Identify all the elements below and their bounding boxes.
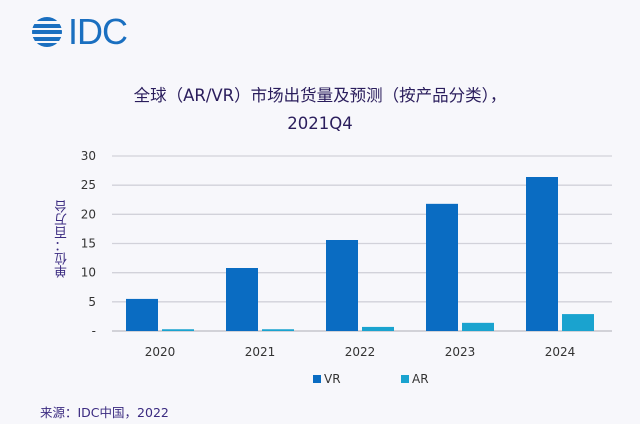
bar-ar-2021: [262, 329, 294, 331]
bar-vr-2021: [226, 268, 258, 331]
bar-vr-2023: [426, 203, 458, 331]
legend-vr: VR: [313, 372, 341, 386]
legend-swatch-ar: [401, 375, 409, 383]
legend-swatch-vr: [313, 375, 321, 383]
globe-icon: [32, 17, 62, 47]
bar-vr-2024: [526, 177, 558, 331]
title-line-2: 2021Q4: [287, 114, 353, 133]
chart-title: 全球（AR/VR）市场出货量及预测（按产品分类）， 2021Q4: [0, 82, 640, 138]
bar-ar-2022: [362, 326, 394, 331]
legend-label-ar: AR: [412, 372, 429, 386]
legend-label-vr: VR: [324, 372, 341, 386]
y-tick-label: -: [92, 324, 96, 338]
y-tick-label: 15: [81, 237, 96, 251]
legend-ar: AR: [401, 372, 429, 386]
y-tick-label: 10: [81, 266, 96, 280]
y-tick-label: 5: [88, 295, 96, 309]
bar-ar-2024: [562, 314, 594, 331]
y-tick-label: 30: [81, 149, 96, 163]
y-tick-label: 25: [81, 178, 96, 192]
bar-ar-2023: [462, 322, 494, 331]
source-note: 来源：IDC中国，2022: [40, 405, 169, 420]
y-tick-label: 20: [81, 207, 96, 221]
bar-ar-2020: [162, 329, 194, 331]
logo-text: IDC: [68, 11, 128, 52]
x-tick-label: 2021: [245, 345, 276, 359]
bar-vr-2022: [326, 240, 358, 331]
bar-vr-2020: [126, 298, 158, 331]
x-tick-label: 2024: [545, 345, 576, 359]
idc-logo: IDC: [32, 11, 128, 52]
title-line-1: 全球（AR/VR）市场出货量及预测（按产品分类），: [133, 86, 507, 105]
x-tick-label: 2022: [345, 345, 376, 359]
x-tick-label: 2020: [145, 345, 176, 359]
x-tick-label: 2023: [445, 345, 476, 359]
